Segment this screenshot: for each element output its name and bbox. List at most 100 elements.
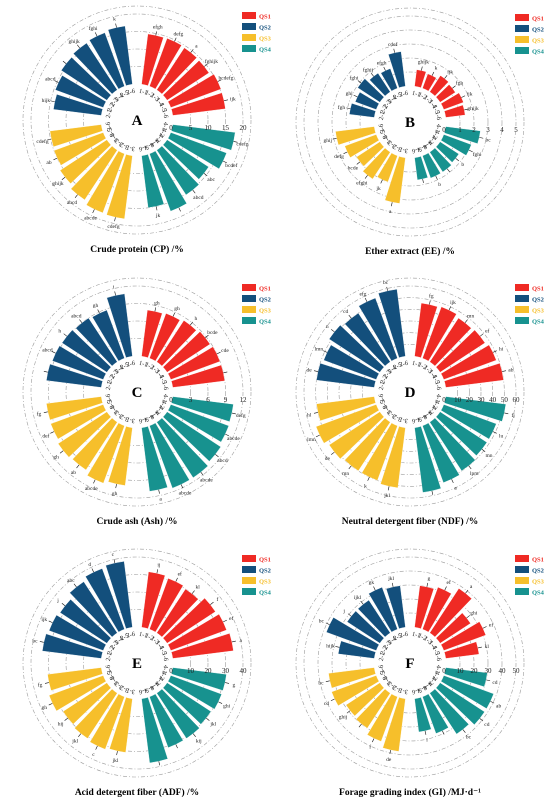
error-bar	[462, 729, 466, 733]
axis-tick-label: 4	[500, 126, 504, 134]
legend-swatch-QS3	[515, 306, 529, 313]
error-bar	[421, 66, 423, 71]
category-label: 2-3	[382, 99, 393, 110]
center-disc	[115, 370, 159, 414]
error-bar	[347, 613, 352, 617]
category-label: 1-3	[149, 92, 160, 103]
error-bar	[479, 333, 484, 337]
significance-label: j	[342, 609, 345, 615]
bar-2-3	[357, 78, 385, 103]
category-label: 3-5	[106, 399, 116, 410]
significance-label: fghi	[473, 151, 482, 158]
bar-2-4	[357, 599, 391, 638]
axis-tick-label: 3	[486, 126, 490, 134]
significance-label: abcde	[85, 486, 98, 492]
significance-label: lmn	[307, 437, 316, 443]
error-bar	[343, 151, 348, 154]
outer-grid-circle	[295, 548, 525, 778]
error-bar	[331, 451, 335, 455]
category-label: 3-6	[105, 120, 114, 131]
legend-swatch-QS2	[242, 295, 256, 302]
category-label: 1-5	[158, 102, 168, 113]
significance-label: ghi	[223, 704, 231, 710]
category-label: 2-3	[382, 369, 393, 380]
significance-label: efgh	[377, 59, 387, 66]
significance-label: cd	[492, 680, 497, 686]
error-bar	[455, 158, 460, 162]
error-bar	[331, 329, 335, 333]
error-bar	[391, 582, 394, 587]
legend-swatch-QS2	[242, 566, 256, 573]
error-bar	[492, 350, 497, 353]
category-label: 4-2	[431, 670, 441, 681]
significance-label: ab	[71, 470, 76, 476]
error-bar	[335, 646, 340, 648]
grid-circle	[317, 570, 503, 756]
axis-tick-label: 10	[205, 124, 213, 132]
bar-4-2	[167, 132, 227, 170]
bar-2-1	[349, 103, 376, 118]
axis-tick-label: 40	[499, 667, 507, 675]
error-bar	[387, 486, 390, 491]
legend-label-QS4: QS4	[259, 47, 272, 54]
bar-2-6	[105, 561, 133, 629]
panel-letter: E	[132, 656, 142, 672]
category-label: 4-5	[417, 143, 428, 153]
bar-1-4	[435, 84, 456, 103]
error-bar	[444, 586, 447, 591]
significance-label: hi	[499, 347, 504, 353]
legend-label-QS4: QS4	[532, 590, 545, 597]
bar-4-2	[167, 675, 222, 710]
grid-circle	[359, 612, 461, 714]
center-disc	[388, 100, 432, 144]
significance-label: ijk	[41, 617, 47, 623]
significance-label: cd	[484, 722, 489, 728]
significance-label: jk	[375, 186, 381, 192]
grid-circle	[30, 13, 244, 227]
category-label: 2-3	[109, 640, 120, 651]
bar-4-4	[156, 688, 200, 739]
category-label: 2-4	[387, 94, 399, 105]
bar-4-5	[149, 693, 184, 748]
significance-label: fg	[37, 411, 42, 418]
bar-4-5	[149, 422, 190, 489]
category-label: 3-4	[109, 132, 120, 144]
legend-label-QS2: QS2	[259, 568, 271, 575]
significance-label: fghi	[350, 74, 359, 81]
significance-label: cde	[221, 348, 229, 354]
error-bar	[218, 701, 223, 704]
category-label: 1-6	[160, 652, 169, 663]
error-bar	[114, 291, 116, 296]
bar-1-6	[444, 641, 480, 659]
error-bar	[468, 149, 473, 153]
error-bar	[191, 590, 195, 594]
bar-2-2	[323, 344, 380, 380]
bar-1-4	[162, 331, 211, 373]
significance-label: d	[88, 562, 91, 568]
error-bar	[451, 479, 454, 483]
error-bar	[323, 350, 328, 353]
center-disc	[388, 370, 432, 414]
legend-swatch-QS3	[242, 577, 256, 584]
bar-3-5	[344, 134, 380, 158]
bar-4-5	[422, 152, 441, 179]
error-bar	[452, 85, 456, 89]
bar-3-1	[106, 154, 133, 220]
panel-caption: Crude protein (CP) /%	[90, 244, 184, 255]
error-bar	[78, 733, 82, 737]
bar-2-5	[358, 297, 398, 362]
bar-3-3	[72, 417, 118, 471]
error-bar	[325, 680, 330, 682]
significance-label: abcd	[217, 458, 228, 464]
error-bar	[217, 79, 222, 82]
significance-label: bc	[319, 619, 325, 625]
category-label: 1-2	[417, 361, 428, 371]
error-bar	[325, 622, 330, 625]
error-bar	[175, 744, 178, 749]
significance-label: ab	[496, 703, 501, 709]
bar-3-5	[48, 675, 107, 712]
error-bar	[429, 300, 431, 305]
panel-caption: Acid detergent fiber (ADF) /%	[75, 787, 199, 798]
category-label: 3-1	[126, 686, 136, 695]
